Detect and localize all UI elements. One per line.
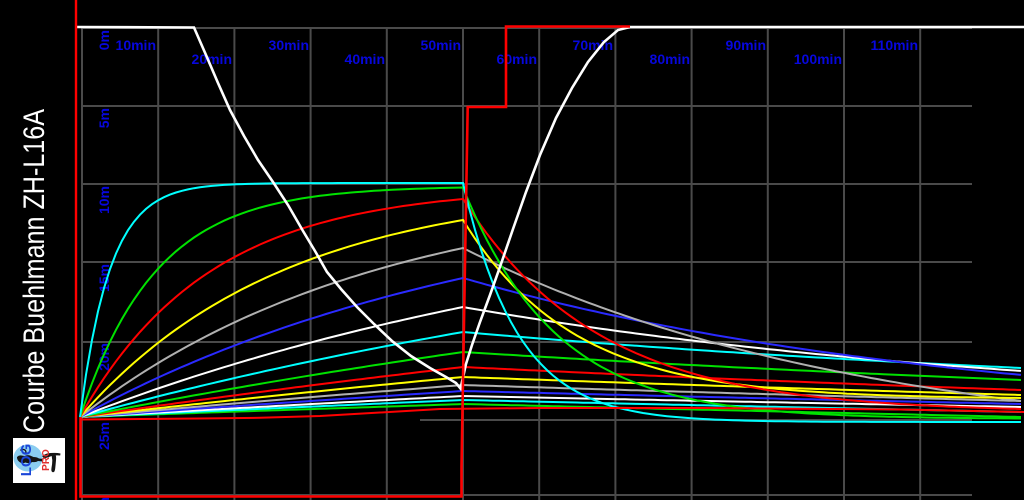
svg-text:100min: 100min (794, 51, 842, 67)
svg-text:10m: 10m (96, 186, 112, 214)
svg-text:PRO: PRO (41, 449, 52, 471)
svg-text:10min: 10min (116, 37, 156, 53)
svg-text:LOG: LOG (18, 444, 35, 477)
svg-text:70min: 70min (573, 37, 613, 53)
svg-text:30m: 30m (96, 497, 112, 500)
svg-text:25m: 25m (96, 422, 112, 450)
svg-text:50min: 50min (421, 37, 461, 53)
svg-text:15m: 15m (96, 264, 112, 292)
svg-text:5m: 5m (96, 108, 112, 128)
svg-text:110min: 110min (871, 37, 918, 53)
svg-text:40min: 40min (345, 51, 385, 67)
svg-text:90min: 90min (726, 37, 766, 53)
svg-text:Courbe Buehlmann ZH-L16A: Courbe Buehlmann ZH-L16A (18, 109, 51, 433)
svg-text:80min: 80min (650, 51, 690, 67)
svg-text:30min: 30min (269, 37, 309, 53)
svg-text:20min: 20min (192, 51, 232, 67)
svg-text:0m: 0m (96, 30, 112, 50)
svg-text:60min: 60min (497, 51, 537, 67)
